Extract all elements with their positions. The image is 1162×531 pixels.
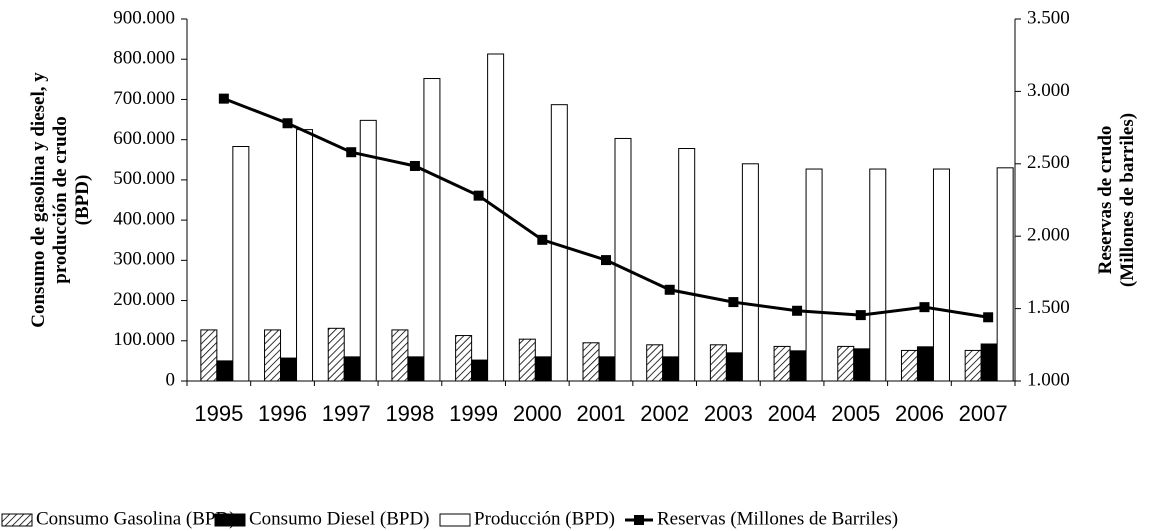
y-axis-title-line: producción de crudo <box>50 116 71 284</box>
bar <box>280 357 298 382</box>
bar <box>423 78 441 382</box>
legend-label: Reservas (Millones de Barriles) <box>657 508 898 529</box>
bar <box>853 348 871 382</box>
y-tick-label: 800.000 <box>113 48 175 69</box>
y-tick-label: 100.000 <box>113 329 175 350</box>
x-tick-label: 1997 <box>322 401 371 426</box>
bar <box>407 356 425 382</box>
bar <box>964 349 982 382</box>
bar <box>789 350 807 382</box>
bar <box>598 356 616 382</box>
y2-tick-label: 3.500 <box>1027 7 1070 28</box>
y2-axis-title-line: Reservas de crudo <box>1095 126 1116 275</box>
y2-tick-label: 2.500 <box>1027 152 1070 173</box>
marker <box>218 93 229 104</box>
marker <box>728 297 739 308</box>
marker <box>282 118 293 129</box>
x-tick-label: 2000 <box>513 401 562 426</box>
marker <box>473 190 484 201</box>
bar <box>471 359 489 382</box>
marker <box>664 284 675 295</box>
x-tick-label: 1996 <box>258 401 307 426</box>
legend-label: Consumo Diesel (BPD) <box>249 508 430 529</box>
bar <box>232 146 250 382</box>
marker <box>537 234 548 245</box>
marker <box>346 147 357 158</box>
y-tick-label: 300.000 <box>113 249 175 270</box>
bar <box>518 338 536 382</box>
y-axis-title-line: Consumo de gasolina y diesel, y <box>28 72 49 328</box>
x-tick-label: 1998 <box>385 401 434 426</box>
bar <box>773 345 791 382</box>
bar <box>534 356 552 382</box>
y2-tick-label: 1.500 <box>1027 297 1070 318</box>
bar <box>662 356 680 382</box>
bar <box>996 167 1014 382</box>
marker <box>855 310 866 321</box>
x-tick-label: 2006 <box>895 401 944 426</box>
bar <box>678 148 696 382</box>
bar <box>916 346 934 382</box>
y2-tick-label: 2.000 <box>1027 225 1070 246</box>
bar <box>264 329 282 382</box>
bar <box>741 163 759 382</box>
marker <box>983 312 994 323</box>
bar <box>391 329 409 382</box>
bar <box>296 129 314 382</box>
y-axis-title-line: (BPD) <box>72 175 93 226</box>
bar <box>646 344 664 382</box>
x-tick-label: 2004 <box>768 401 817 426</box>
legend-swatch <box>1 513 33 527</box>
y-tick-label: 0 <box>166 369 176 390</box>
bar <box>869 168 887 382</box>
x-tick-label: 1999 <box>449 401 498 426</box>
bar <box>487 53 505 382</box>
y-tick-label: 600.000 <box>113 128 175 149</box>
bar <box>932 168 950 382</box>
x-tick-label: 2002 <box>640 401 689 426</box>
x-tick-label: 2003 <box>704 401 753 426</box>
bar <box>343 356 361 382</box>
bar <box>327 327 345 382</box>
y-tick-label: 400.000 <box>113 208 175 229</box>
y2-tick-label: 3.000 <box>1027 80 1070 101</box>
y2-axis-title: Reservas de crudo(Millones de barriles) <box>1095 113 1138 287</box>
bar <box>455 335 473 382</box>
x-tick-label: 2001 <box>577 401 626 426</box>
bar <box>900 349 918 382</box>
bar <box>200 329 218 382</box>
bar <box>614 137 632 382</box>
y2-axis-title-line: (Millones de barriles) <box>1117 113 1138 287</box>
y-tick-label: 200.000 <box>113 289 175 310</box>
marker <box>919 302 930 313</box>
bar <box>805 168 823 382</box>
x-tick-label: 2007 <box>959 401 1008 426</box>
y-tick-label: 900.000 <box>113 7 175 28</box>
legend-label: Consumo Gasolina (BPD) <box>36 508 236 529</box>
bar <box>359 119 377 382</box>
legend-label: Producción (BPD) <box>474 508 615 529</box>
bar <box>980 343 998 382</box>
x-tick-label: 2005 <box>831 401 880 426</box>
legend-swatch <box>439 513 471 527</box>
bar <box>582 342 600 382</box>
marker <box>792 305 803 316</box>
legend-swatch <box>214 513 246 527</box>
y-axis-title: Consumo de gasolina y diesel, yproducció… <box>28 72 93 328</box>
bar <box>725 352 743 382</box>
bar <box>837 345 855 382</box>
marker <box>409 160 420 171</box>
bar <box>709 344 727 382</box>
marker <box>601 255 611 266</box>
legend-marker <box>634 515 644 525</box>
y-tick-label: 700.000 <box>113 88 175 109</box>
x-tick-label: 1995 <box>194 401 243 426</box>
y2-tick-label: 1.000 <box>1027 369 1070 390</box>
bar <box>216 360 234 382</box>
y-tick-label: 500.000 <box>113 168 175 189</box>
